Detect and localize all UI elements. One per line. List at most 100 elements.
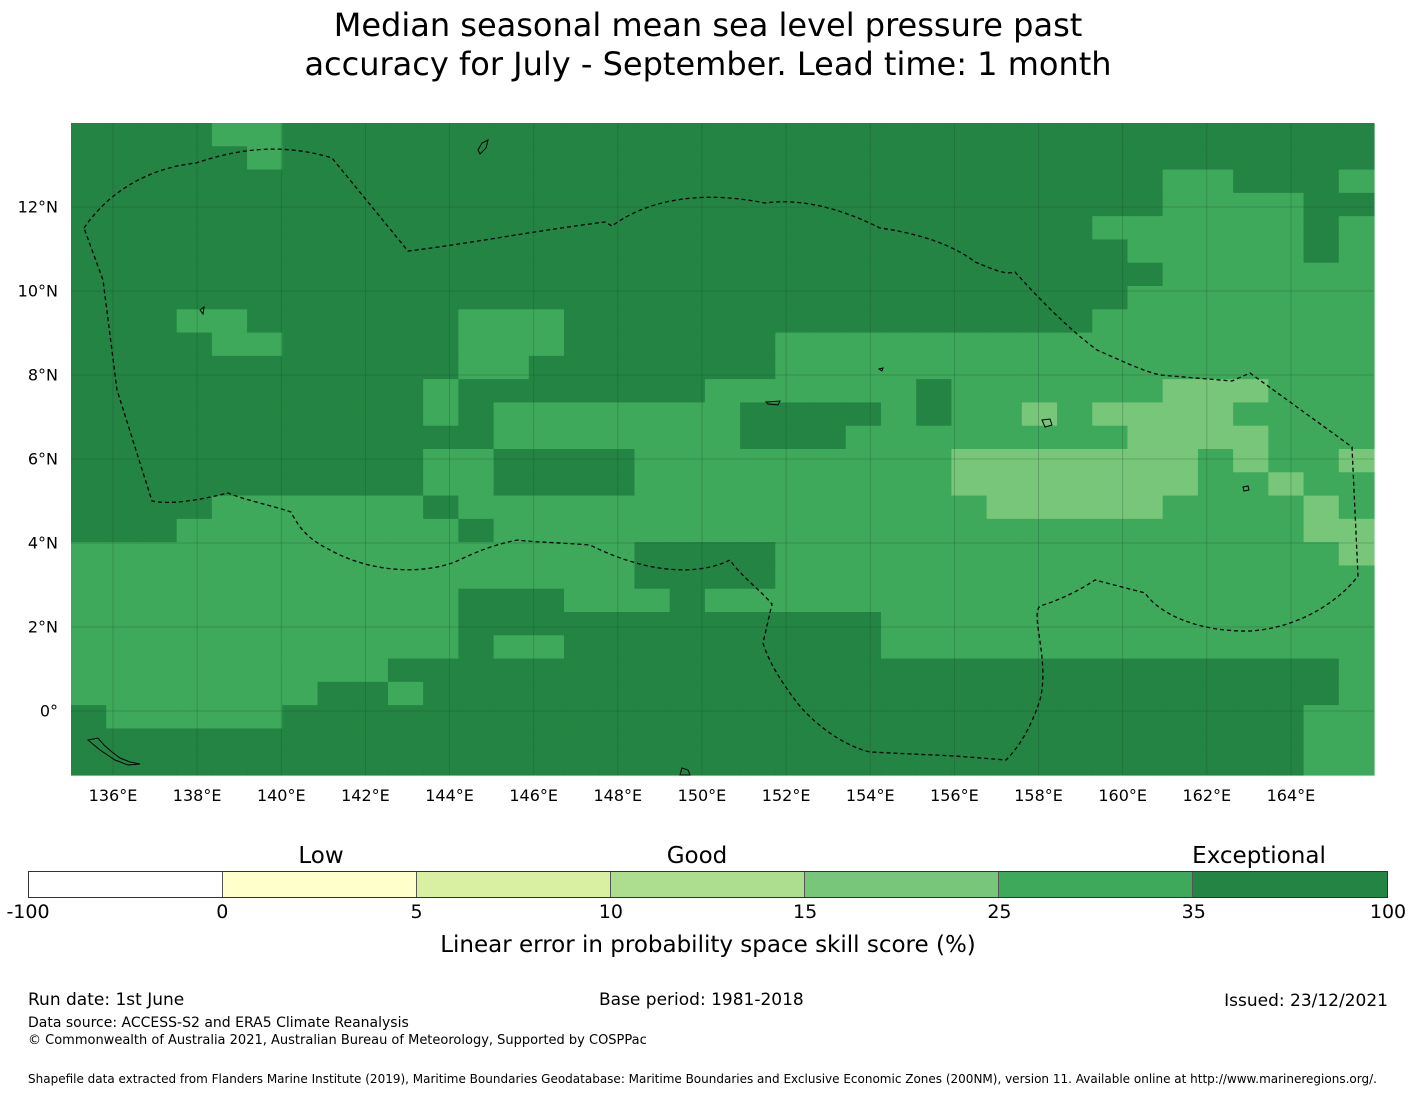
grid-cell	[1303, 332, 1340, 357]
grid-cell	[1057, 146, 1093, 171]
grid-cell	[387, 146, 424, 171]
grid-cell	[71, 635, 107, 660]
grid-cell	[317, 355, 354, 380]
grid-cell	[1197, 192, 1234, 217]
grid-cell	[1233, 216, 1269, 241]
grid-cell	[669, 658, 706, 683]
grid-cell	[1338, 495, 1375, 520]
grid-cell	[704, 169, 741, 194]
colorbar-segment	[999, 872, 1193, 897]
grid-cell	[775, 216, 812, 241]
grid-cell	[1268, 472, 1305, 497]
grid-cell	[916, 146, 953, 171]
grid-cell	[317, 728, 354, 753]
grid-cell	[282, 588, 319, 613]
grid-cell	[669, 355, 706, 380]
grid-cell	[1057, 495, 1093, 520]
grid-cell	[564, 472, 600, 497]
grid-cell	[1127, 565, 1164, 590]
grid-cell	[387, 518, 424, 543]
grid-cell	[1127, 402, 1164, 427]
grid-cell	[493, 612, 530, 636]
grid-cell	[493, 472, 530, 497]
grid-cell	[599, 751, 636, 776]
grid-cell	[880, 542, 917, 567]
grid-cell	[352, 728, 389, 753]
grid-cell	[880, 705, 917, 730]
grid-cell	[740, 169, 776, 194]
grid-cell	[106, 495, 143, 520]
grid-cell	[1197, 495, 1234, 520]
grid-cell	[986, 565, 1023, 590]
grid-cell	[71, 169, 107, 194]
grid-cell	[282, 705, 319, 730]
grid-cell	[528, 612, 565, 636]
grid-cell	[669, 192, 706, 217]
grid-cell	[423, 262, 459, 287]
grid-cell	[352, 239, 389, 264]
grid-cell	[387, 472, 424, 497]
grid-cell	[740, 612, 776, 636]
grid-cell	[317, 449, 354, 473]
grid-cell	[387, 192, 424, 217]
grid-cell	[564, 495, 600, 520]
grid-cell	[387, 286, 424, 310]
category-exceptional: Exceptional	[1192, 843, 1326, 869]
grid-cell	[176, 565, 213, 590]
grid-cell	[1092, 262, 1129, 287]
grid-cell	[740, 192, 776, 217]
grid-cell	[599, 658, 636, 683]
grid-cell	[1268, 612, 1305, 636]
island-palau	[86, 737, 141, 766]
grid-cell	[775, 472, 812, 497]
grid-cell	[669, 612, 706, 636]
grid-cell	[176, 146, 213, 171]
grid-cell	[1338, 123, 1375, 147]
grid-cell	[740, 472, 776, 497]
grid-cell	[71, 216, 107, 241]
grid-cell	[1268, 216, 1305, 241]
grid-cell	[1197, 286, 1234, 310]
grid-cell	[423, 355, 459, 380]
latitude-tick-label: 12°N	[17, 197, 58, 217]
grid-cell	[211, 728, 248, 753]
grid-cell	[211, 239, 248, 264]
grid-cell	[493, 402, 530, 427]
grid-cell	[528, 495, 565, 520]
grid-cell	[1162, 239, 1199, 264]
grid-cell	[1233, 565, 1269, 590]
base-period: Base period: 1981-2018	[599, 990, 804, 1010]
grid-cell	[458, 146, 495, 171]
grid-cell	[1057, 379, 1093, 404]
grid-cell	[106, 658, 143, 683]
grid-cell	[493, 588, 530, 613]
grid-cell	[951, 728, 988, 753]
grid-cell	[458, 518, 495, 543]
grid-cell	[106, 542, 143, 567]
grid-cell	[986, 518, 1023, 543]
grid-cell	[634, 681, 671, 706]
grid-cell	[458, 588, 495, 613]
grid-cell	[1092, 216, 1129, 241]
island-kosrae	[1242, 485, 1250, 492]
grid-cell	[458, 425, 495, 450]
grid-cell	[282, 612, 319, 636]
grid-cell	[211, 588, 248, 613]
grid-cell	[106, 681, 143, 706]
grid-cell	[423, 565, 459, 590]
grid-cell	[247, 309, 283, 334]
grid-cell	[880, 472, 917, 497]
grid-cell	[1127, 658, 1164, 683]
grid-cell	[634, 286, 671, 310]
grid-cell	[352, 402, 389, 427]
grid-cell	[1021, 588, 1058, 613]
grid-cell	[71, 542, 107, 567]
grid-cell	[564, 309, 600, 334]
grid-cell	[528, 379, 565, 404]
grid-cell	[1233, 379, 1269, 404]
grid-cell	[634, 169, 671, 194]
grid-cell	[1197, 355, 1234, 380]
grid-cell	[986, 309, 1023, 334]
latitude-tick-label: 6°N	[27, 449, 58, 469]
grid-cell	[1162, 565, 1199, 590]
